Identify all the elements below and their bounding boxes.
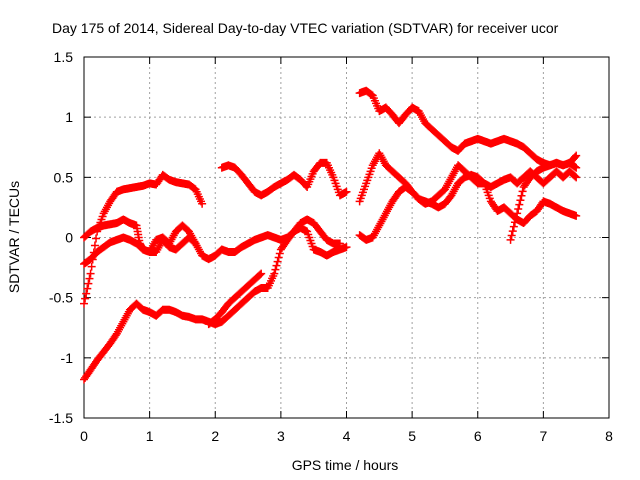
y-tick-label: -1.5 xyxy=(49,410,73,426)
data-point xyxy=(90,241,99,250)
data-point xyxy=(275,249,284,258)
data-point xyxy=(274,253,283,262)
series-track-i xyxy=(355,170,581,244)
y-tick-label: 0.5 xyxy=(54,169,74,185)
data-point xyxy=(83,284,92,293)
data-point xyxy=(342,243,351,252)
data-point xyxy=(87,262,96,271)
series-track-c xyxy=(80,223,351,268)
x-axis-label: GPS time / hours xyxy=(292,457,399,473)
y-tick-label: -1 xyxy=(61,350,74,366)
series-track-a xyxy=(80,170,207,308)
data-point xyxy=(256,270,265,279)
data-point xyxy=(571,162,580,171)
x-tick-label: 3 xyxy=(277,428,285,444)
data-marks xyxy=(80,86,581,384)
data-point xyxy=(510,218,519,227)
data-point xyxy=(572,163,581,172)
y-tick-label: 0 xyxy=(65,230,73,246)
data-point xyxy=(81,294,90,303)
x-tick-label: 7 xyxy=(539,428,547,444)
data-point xyxy=(92,234,101,243)
chart-title: Day 175 of 2014, Sidereal Day-to-day VTE… xyxy=(52,20,559,36)
data-point xyxy=(270,269,279,278)
x-tick-label: 1 xyxy=(146,428,154,444)
series-track-j xyxy=(506,151,581,244)
data-point xyxy=(512,213,521,222)
x-tick-label: 4 xyxy=(343,428,351,444)
data-point xyxy=(335,239,344,248)
data-point xyxy=(85,274,94,283)
y-tick-label: 1 xyxy=(65,109,73,125)
data-point xyxy=(518,187,527,196)
x-tick-label: 2 xyxy=(211,428,219,444)
series-track-e xyxy=(204,269,266,329)
data-point xyxy=(257,269,266,278)
axis-ticks: 0 1 2 3 4 5 6 7 8 -1.5 -1 -0.5 0 0.5 1 1.5 xyxy=(49,49,613,444)
data-point xyxy=(513,209,522,218)
data-point xyxy=(507,231,516,240)
data-point xyxy=(506,235,515,244)
x-tick-label: 5 xyxy=(408,428,416,444)
data-point xyxy=(271,265,280,274)
x-tick-label: 0 xyxy=(80,428,88,444)
y-axis-label: SDTVAR / TECUs xyxy=(6,181,22,293)
data-point xyxy=(572,151,581,160)
data-point xyxy=(515,200,524,209)
data-point xyxy=(84,279,93,288)
data-point xyxy=(509,222,518,231)
data-point xyxy=(572,211,581,220)
x-tick-label: 8 xyxy=(605,428,613,444)
data-point xyxy=(82,289,91,298)
data-point xyxy=(198,199,207,208)
data-point xyxy=(516,196,525,205)
data-point xyxy=(514,205,523,214)
series-track-g xyxy=(355,86,581,172)
y-tick-label: 1.5 xyxy=(54,49,74,65)
data-point xyxy=(272,261,281,270)
x-tick-label: 6 xyxy=(474,428,482,444)
data-point xyxy=(508,227,517,236)
data-point xyxy=(572,173,581,182)
data-point xyxy=(517,191,526,200)
y-tick-label: -0.5 xyxy=(49,290,73,306)
series-track-f xyxy=(217,158,351,200)
data-point xyxy=(86,269,95,278)
data-point xyxy=(571,152,580,161)
data-point xyxy=(571,172,580,181)
data-point xyxy=(342,187,351,196)
data-point xyxy=(479,178,488,187)
data-point xyxy=(273,257,282,266)
data-point xyxy=(80,299,88,308)
